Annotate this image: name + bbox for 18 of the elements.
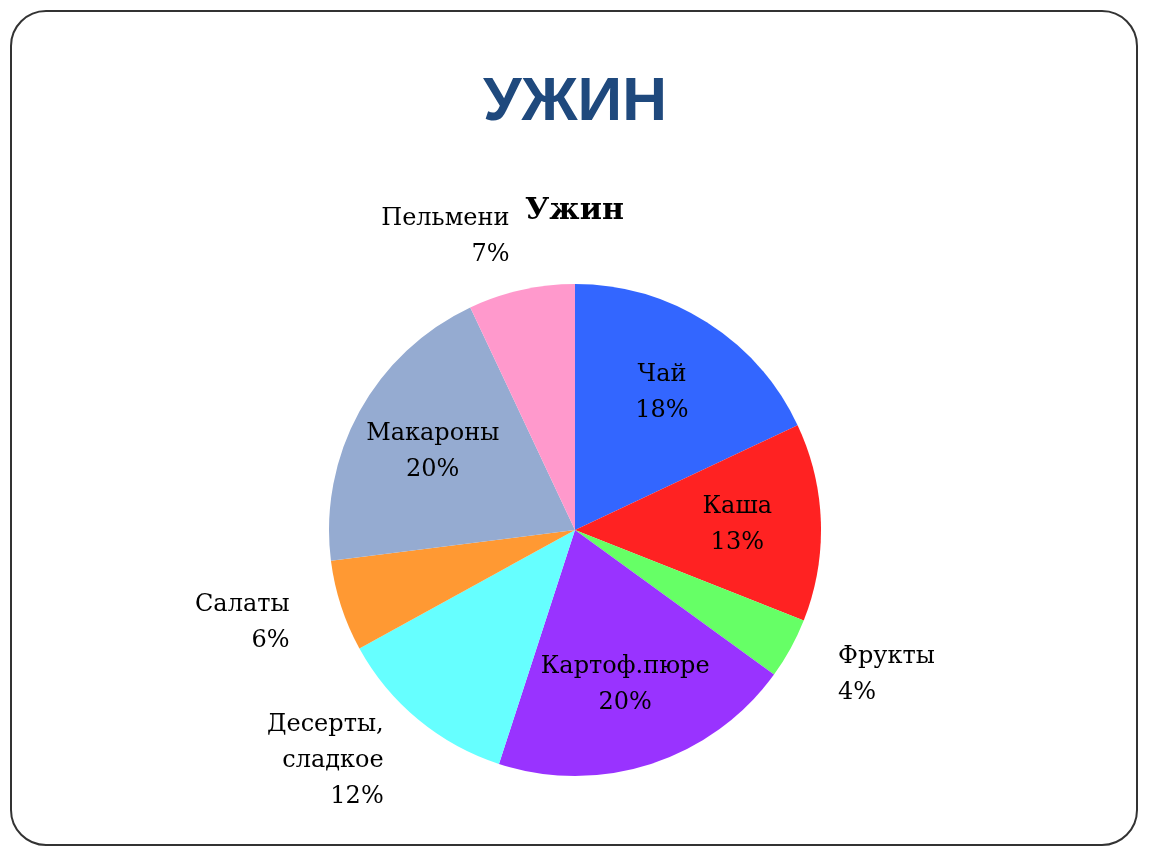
data-label: 13% <box>710 527 764 556</box>
data-label: 7% <box>471 239 510 268</box>
data-label: 20% <box>406 454 460 483</box>
data-label: 20% <box>598 686 652 715</box>
slice-label: Макароны <box>366 418 500 447</box>
slice-label: Десерты, сладкое <box>266 709 384 774</box>
data-label: 4% <box>838 676 877 705</box>
slice-label: Каша <box>702 491 773 520</box>
slice-label: Чай <box>637 359 687 388</box>
data-label: 18% <box>635 395 689 424</box>
slice-label: Картоф.пюре <box>540 650 710 679</box>
slice-label: Пельмени <box>381 203 510 232</box>
chart-title: УЖИН <box>482 63 668 134</box>
data-label: 6% <box>251 624 290 653</box>
data-label: 12% <box>330 781 384 810</box>
slice-label: Фрукты <box>838 640 935 669</box>
chart-subtitle: Ужин <box>525 191 624 226</box>
slice-label: Салаты <box>194 588 290 617</box>
